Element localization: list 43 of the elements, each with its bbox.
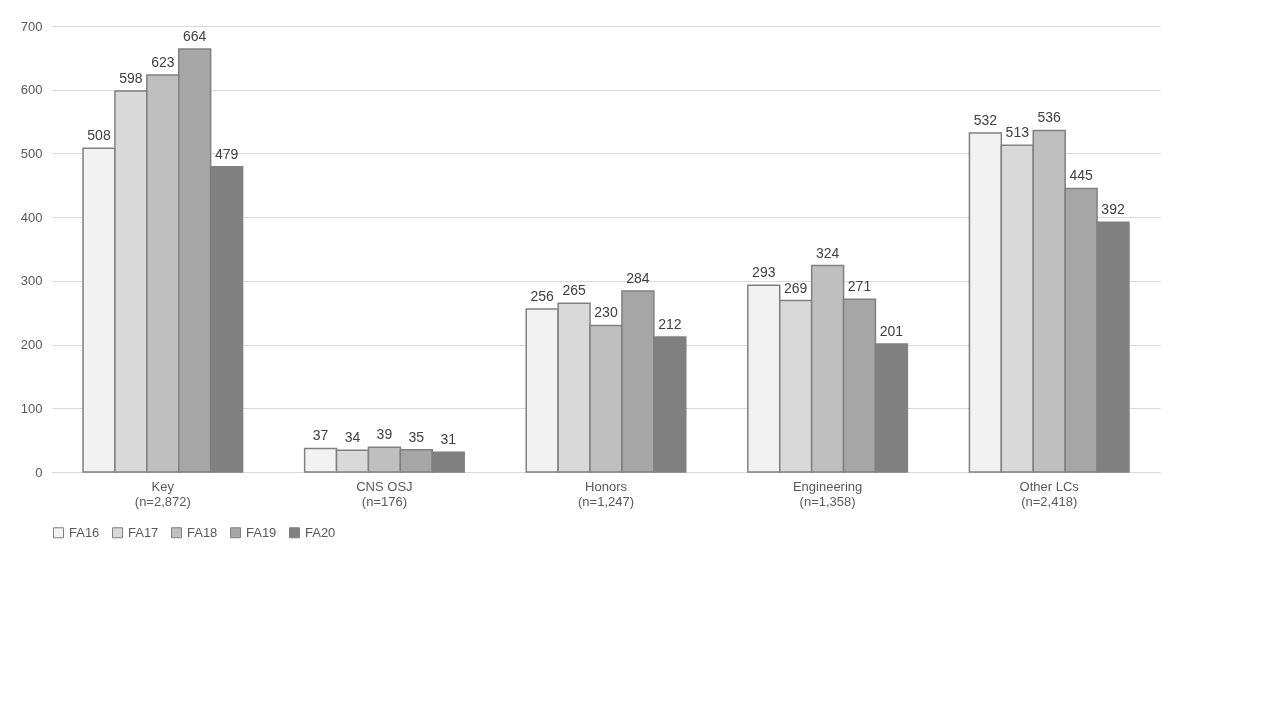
data-label: 212 [658, 315, 682, 332]
legend-label: FA20 [305, 524, 336, 540]
y-tick-label: 400 [20, 209, 43, 225]
data-label: 536 [1037, 109, 1062, 126]
data-label: 37 [312, 427, 329, 444]
data-label: 284 [626, 270, 650, 287]
legend-label: FA18 [187, 524, 218, 540]
data-label: 479 [214, 145, 239, 162]
data-label: 230 [594, 304, 618, 321]
legend-label: FA19 [246, 524, 277, 540]
data-label: 598 [119, 69, 143, 86]
y-tick-label: 700 [20, 18, 43, 34]
data-label: 34 [344, 429, 361, 446]
data-label: 31 [440, 431, 457, 448]
x-tick-label: Engineering (n=1,358) [792, 478, 863, 509]
data-label: 508 [87, 127, 111, 144]
data-label: 256 [530, 287, 555, 304]
data-label: 39 [376, 426, 393, 443]
data-label: 664 [183, 27, 207, 44]
data-label: 623 [151, 54, 175, 71]
data-label: 35 [408, 428, 425, 445]
y-tick-label: 100 [20, 400, 43, 416]
x-tick-label: Honors (n=1,247) [577, 478, 635, 509]
y-tick-label: 300 [20, 273, 43, 289]
data-label: 392 [1101, 201, 1125, 218]
legend-label: FA17 [128, 524, 159, 540]
y-tick-label: 200 [20, 337, 43, 353]
x-tick-label: CNS OSJ (n=176) [356, 478, 413, 509]
y-tick-label: 0 [35, 464, 43, 480]
legend-label: FA16 [69, 524, 100, 540]
data-label: 269 [784, 279, 808, 296]
data-label: 324 [815, 244, 840, 261]
data-label: 201 [879, 322, 904, 339]
data-label: 445 [1069, 167, 1093, 184]
data-label: 271 [847, 278, 872, 295]
y-tick-label: 500 [20, 145, 43, 161]
x-tick-label: Other LCs (n=2,418) [1019, 478, 1080, 509]
data-label: 265 [562, 282, 586, 299]
data-label: 293 [752, 264, 776, 281]
y-tick-label: 600 [20, 82, 43, 98]
data-label: 532 [973, 112, 998, 129]
data-label: 513 [1005, 124, 1030, 141]
x-tick-label: Key (n=2,872) [134, 478, 191, 509]
